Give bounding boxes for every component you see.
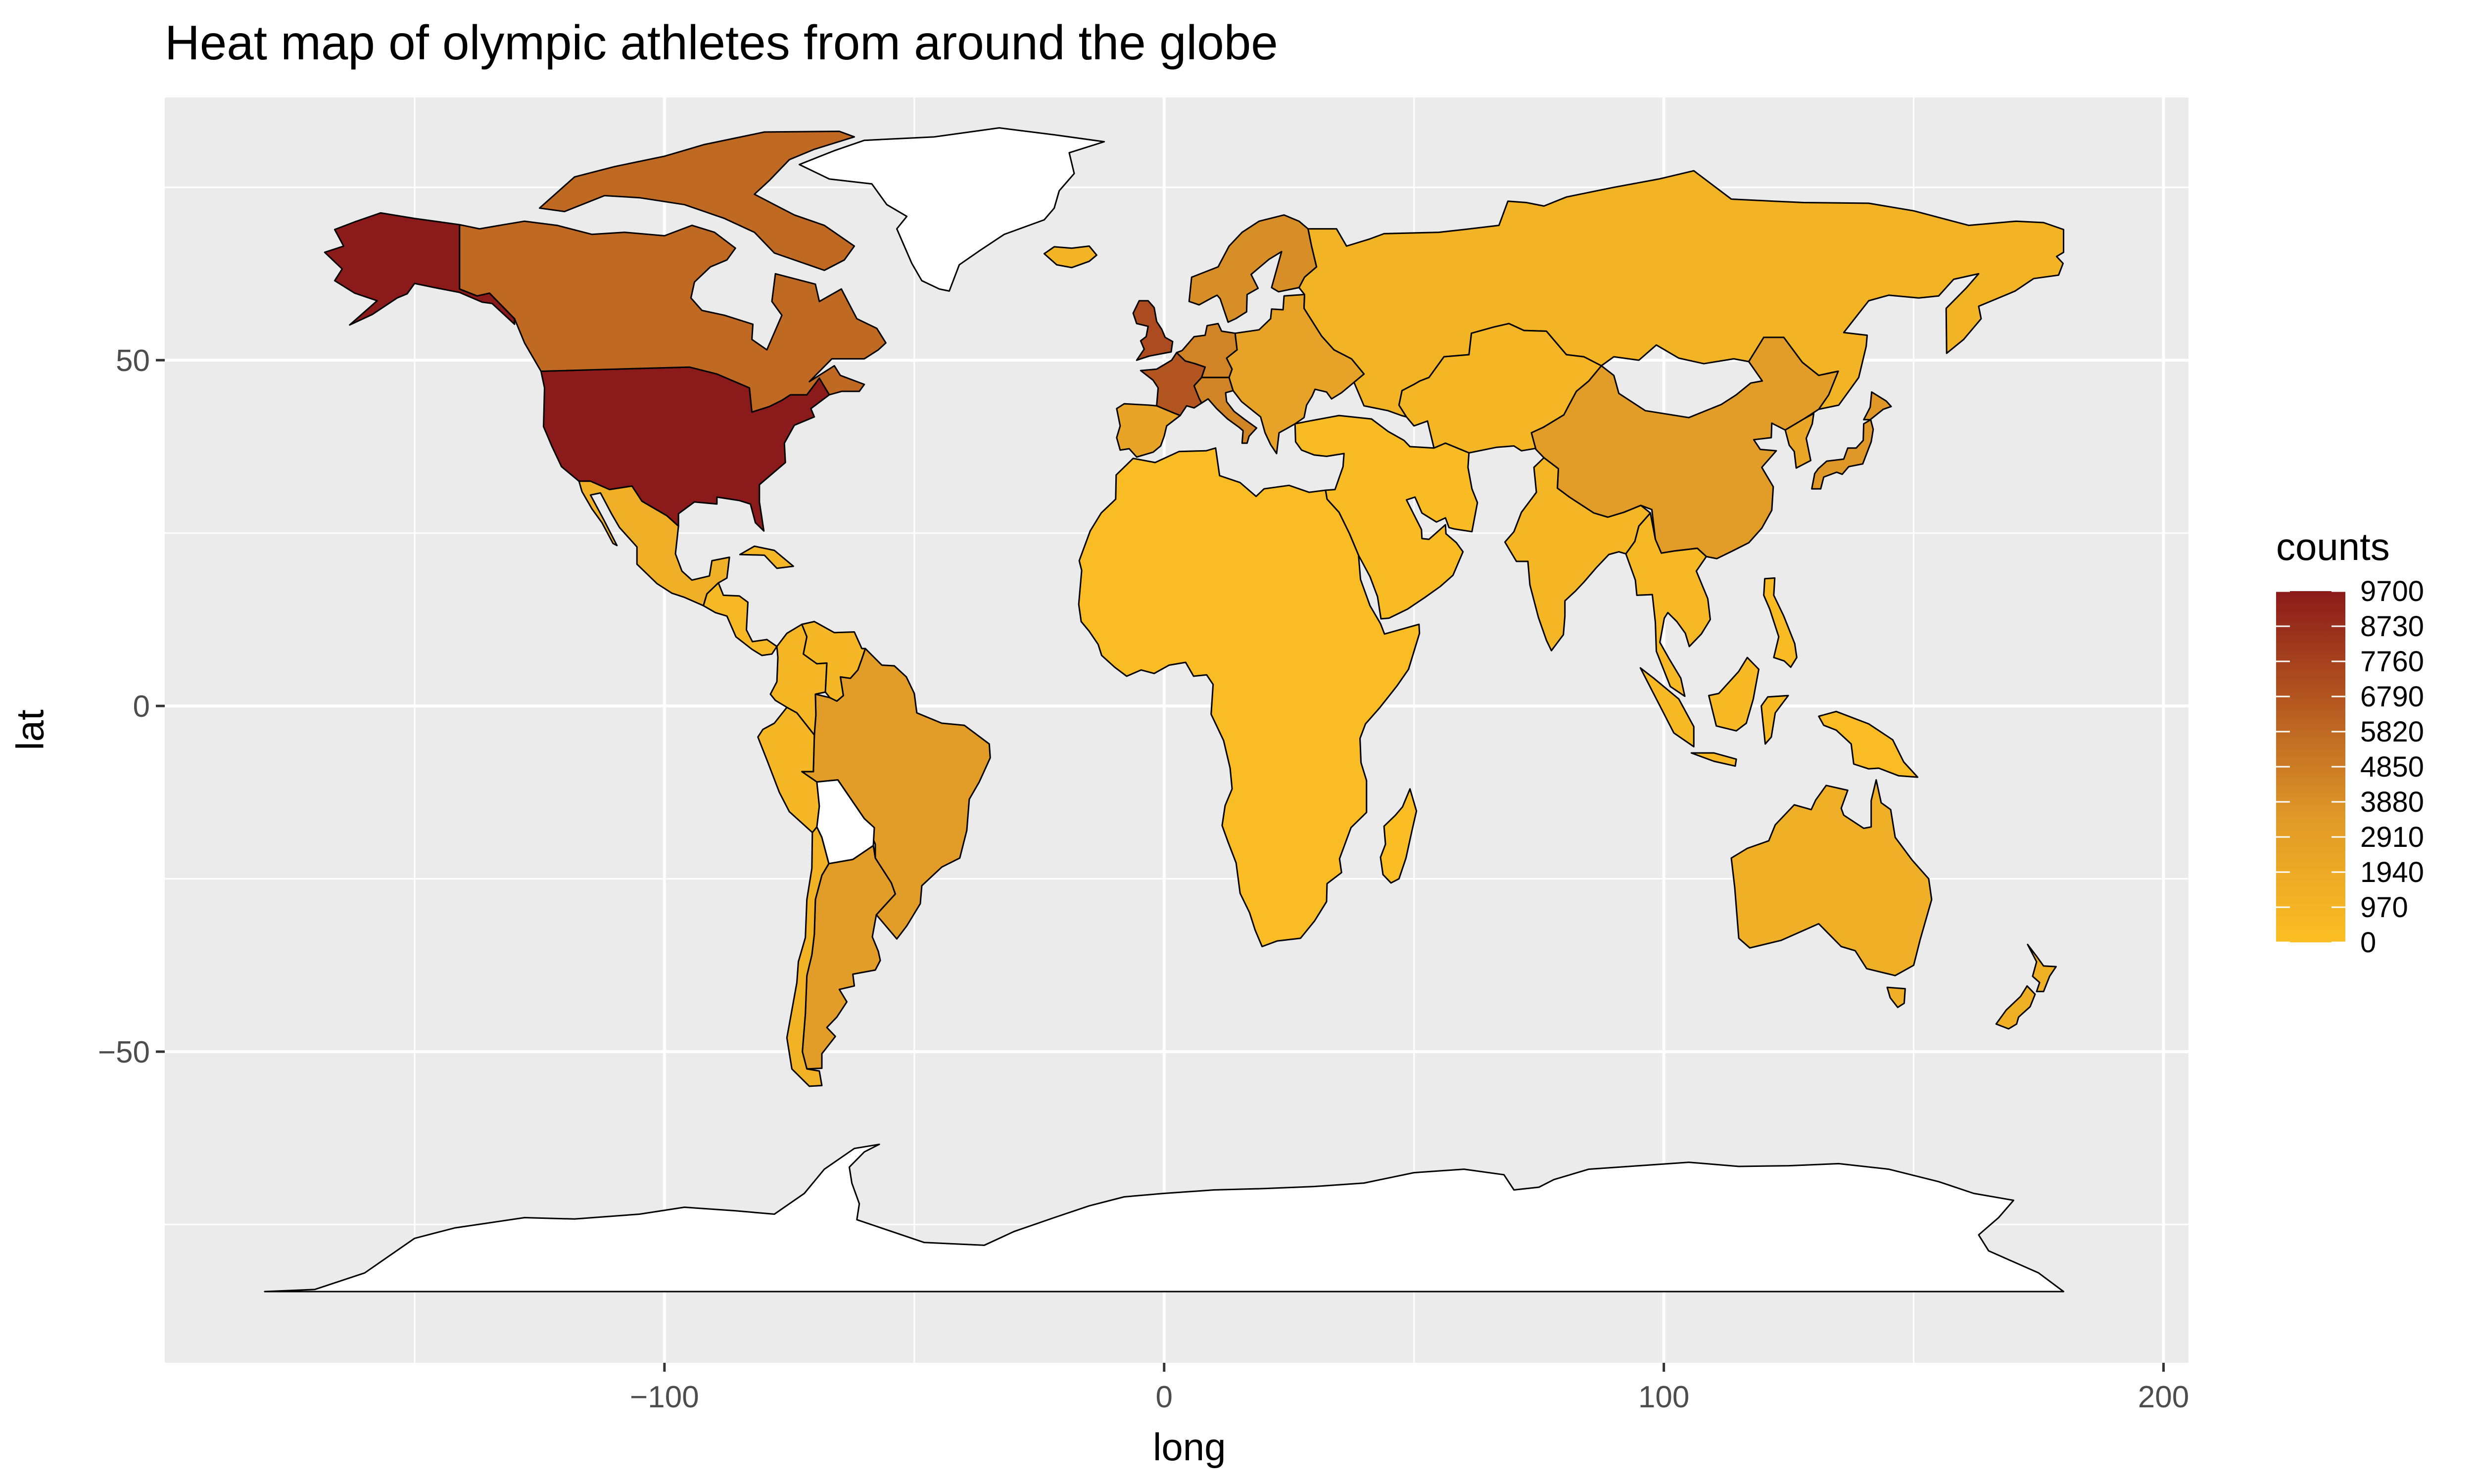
country-central-america [703,582,778,656]
country-iceland [1043,245,1097,269]
country-iberia [1116,403,1181,458]
country-borneo [1708,656,1760,732]
country-new-zealand-south [1995,985,2036,1030]
legend-break-label: 3880 [2360,786,2424,818]
legend-break-label: 6790 [2360,681,2424,713]
country-indonesia [1639,667,1695,747]
legend-break-label: 1940 [2360,856,2424,888]
country-sulawesi [1760,695,1789,745]
legend-break-label: 8730 [2360,610,2424,643]
country-italy [1193,376,1258,444]
country-antarctica [264,1143,2064,1293]
x-axis: −100 0 100 200 [630,1363,2189,1414]
country-canadian-arctic-islands [538,131,856,271]
country-scandinavia [1188,214,1318,323]
country-canada [459,220,887,413]
country-new-zealand [2027,943,2057,992]
legend-break-label: 9700 [2360,575,2424,607]
country-philippines [1763,577,1798,668]
country-hokkaido [1863,391,1892,420]
country-polygons [264,127,2064,1293]
y-tick-label: 50 [116,344,150,378]
country-cuba [739,545,794,569]
country-uk [1132,300,1174,361]
y-tick-label: 0 [133,690,150,724]
country-korea [1784,413,1815,469]
country-madagascar [1380,788,1418,884]
country-eastern-europe [1226,293,1365,455]
chart-title: Heat map of olympic athletes from around… [165,15,1278,70]
y-tick-label: −50 [98,1035,150,1069]
legend-break-label: 0 [2360,927,2376,959]
x-tick-label: 100 [1638,1380,1689,1414]
country-java [1690,752,1737,767]
country-brazil [801,648,991,940]
x-tick-label: −100 [630,1380,699,1414]
y-axis: −50 0 50 [98,344,165,1069]
x-tick-label: 0 [1156,1380,1173,1414]
country-peru [757,706,820,834]
legend-break-label: 970 [2360,891,2408,924]
country-japan [1811,418,1874,490]
country-australia [1730,779,1933,976]
legend-break-label: 5820 [2360,716,2424,748]
country-greenland [799,127,1105,292]
country-venezuela [801,621,866,702]
y-axis-title: lat [8,709,52,750]
x-axis-title: long [1153,1425,1226,1469]
country-new-guinea [1818,710,1919,778]
country-tasmania [1886,986,1906,1008]
country-southeast-asia [1625,512,1711,697]
legend-break-label: 4850 [2360,751,2424,783]
x-tick-label: 200 [2138,1380,2189,1414]
country-africa [1078,447,1421,947]
country-chile [786,826,830,1087]
legend-title: counts [2276,525,2390,568]
country-bolivia [816,779,875,865]
legend-break-label: 7760 [2360,646,2424,678]
legend-break-label: 2910 [2360,821,2424,853]
